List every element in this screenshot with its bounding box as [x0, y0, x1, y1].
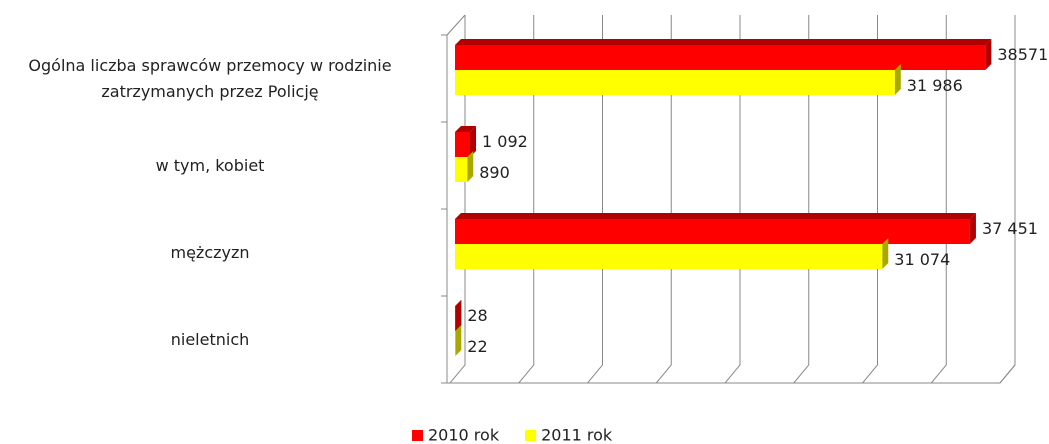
bar	[455, 325, 462, 356]
grid-line	[724, 15, 741, 384]
bar	[455, 39, 992, 70]
grid-line	[999, 15, 1016, 384]
legend-label: 2011 rok	[541, 426, 613, 444]
category-label: mężczyzn	[170, 242, 250, 262]
floor-edge	[447, 364, 1016, 384]
bar	[455, 151, 474, 182]
category-label: Ogólna liczba sprawców przemocy w rodzin…	[28, 55, 392, 101]
grid-line	[862, 15, 878, 384]
value-label: 1 092	[482, 132, 528, 151]
value-label: 22	[467, 337, 487, 356]
grid-line	[793, 15, 810, 384]
legend-swatch	[412, 430, 423, 441]
legend-swatch	[525, 430, 537, 441]
category-label: nieletnich	[170, 329, 250, 349]
value-label: 31 986	[907, 76, 963, 95]
bar	[455, 300, 462, 331]
value-label: 37 451	[982, 219, 1038, 238]
bar	[455, 213, 976, 244]
grid-line	[930, 15, 947, 384]
value-label: 890	[479, 163, 510, 182]
grid-line	[655, 15, 672, 384]
bar	[455, 238, 889, 269]
category-label: w tym, kobiet	[155, 155, 265, 175]
value-label: 38571	[997, 45, 1048, 64]
grid-line	[587, 15, 603, 384]
bar	[455, 126, 477, 157]
value-label: 28	[467, 306, 487, 325]
legend-label: 2010 rok	[428, 426, 500, 444]
bar	[455, 64, 901, 95]
value-label: 31 074	[894, 250, 950, 269]
grid-line	[518, 15, 535, 384]
